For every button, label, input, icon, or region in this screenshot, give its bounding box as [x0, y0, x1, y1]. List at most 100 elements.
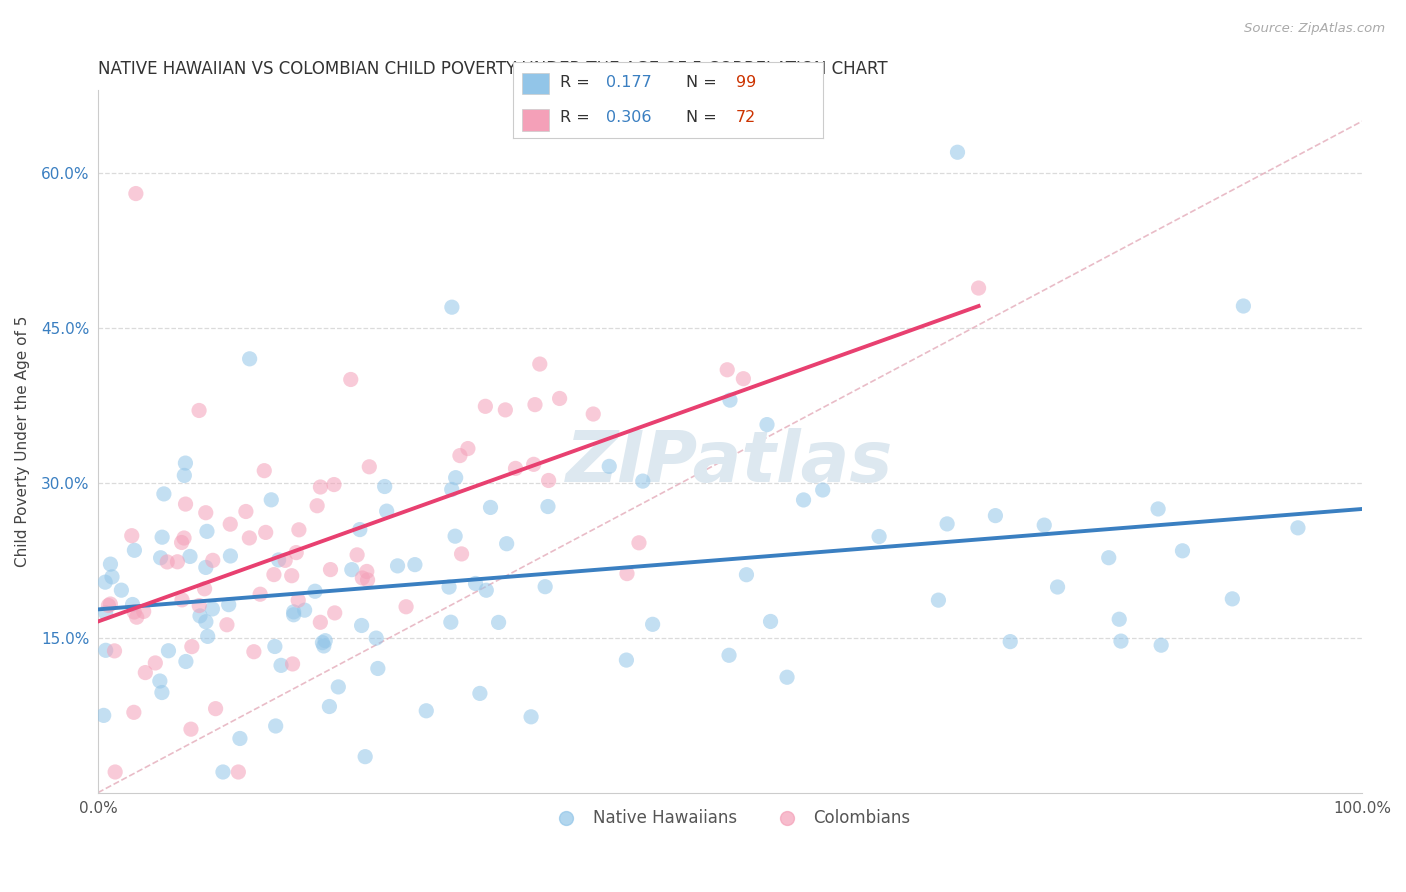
Point: [367, 661, 389, 675]
Point: [104, 764, 127, 779]
Point: [523, 458, 546, 472]
Text: R =: R =: [560, 111, 595, 125]
Point: [173, 468, 195, 483]
Point: [311, 635, 333, 649]
Point: [264, 719, 287, 733]
Point: [219, 549, 242, 563]
Point: [627, 536, 650, 550]
Point: [287, 593, 309, 607]
Point: [395, 599, 418, 614]
Point: [1232, 299, 1254, 313]
Point: [194, 506, 217, 520]
Point: [188, 599, 211, 613]
Text: 99: 99: [735, 76, 756, 90]
Point: [616, 566, 638, 581]
Point: [110, 583, 132, 598]
Point: [180, 722, 202, 736]
Point: [174, 456, 197, 470]
Point: [94, 575, 117, 590]
Point: [254, 525, 277, 540]
Point: [157, 644, 180, 658]
Point: [328, 680, 350, 694]
Point: [927, 593, 949, 607]
Point: [756, 417, 779, 432]
Point: [718, 648, 741, 663]
Point: [94, 643, 117, 657]
Point: [143, 656, 166, 670]
Point: [294, 603, 316, 617]
Point: [475, 583, 498, 598]
Point: [173, 531, 195, 545]
Point: [1171, 543, 1194, 558]
Point: [1000, 634, 1022, 648]
Text: NATIVE HAWAIIAN VS COLOMBIAN CHILD POVERTY UNDER THE AGE OF 5 CORRELATION CHART: NATIVE HAWAIIAN VS COLOMBIAN CHILD POVER…: [98, 60, 887, 78]
Point: [156, 555, 179, 569]
Point: [201, 602, 224, 616]
Point: [194, 615, 217, 629]
Point: [179, 549, 201, 564]
Point: [967, 281, 990, 295]
Point: [1046, 580, 1069, 594]
Point: [340, 563, 363, 577]
Point: [149, 673, 172, 688]
Point: [474, 400, 496, 414]
Point: [283, 605, 305, 619]
Point: [520, 710, 543, 724]
Point: [94, 606, 117, 620]
Text: R =: R =: [560, 76, 595, 90]
Point: [759, 615, 782, 629]
Point: [1098, 550, 1121, 565]
Point: [149, 550, 172, 565]
Point: [488, 615, 510, 630]
Point: [946, 145, 969, 160]
Point: [349, 523, 371, 537]
Point: [716, 363, 738, 377]
Point: [101, 570, 124, 584]
Point: [350, 618, 373, 632]
Point: [309, 615, 332, 630]
Point: [375, 504, 398, 518]
Point: [270, 658, 292, 673]
Point: [132, 604, 155, 618]
Point: [793, 492, 815, 507]
Text: 72: 72: [735, 111, 756, 125]
Point: [323, 606, 346, 620]
Point: [125, 186, 148, 201]
Point: [97, 599, 120, 613]
Point: [437, 580, 460, 594]
Point: [235, 504, 257, 518]
Point: [641, 617, 664, 632]
Point: [1286, 521, 1309, 535]
Point: [339, 372, 361, 386]
Point: [100, 557, 122, 571]
Point: [93, 708, 115, 723]
Point: [479, 500, 502, 515]
Point: [219, 517, 242, 532]
Point: [582, 407, 605, 421]
Point: [356, 573, 378, 587]
Point: [134, 665, 156, 680]
Point: [440, 300, 463, 314]
Point: [274, 553, 297, 567]
Point: [197, 629, 219, 643]
Point: [495, 537, 517, 551]
Point: [523, 398, 546, 412]
Point: [1109, 634, 1132, 648]
Text: N =: N =: [686, 111, 723, 125]
Point: [243, 645, 266, 659]
Point: [464, 576, 486, 591]
Point: [280, 568, 302, 582]
Point: [404, 558, 426, 572]
Point: [153, 487, 176, 501]
Point: [122, 706, 145, 720]
Point: [984, 508, 1007, 523]
Point: [936, 516, 959, 531]
Text: Source: ZipAtlas.com: Source: ZipAtlas.com: [1244, 22, 1385, 36]
Point: [1150, 638, 1173, 652]
Point: [122, 605, 145, 619]
Point: [263, 567, 285, 582]
Point: [359, 459, 381, 474]
Point: [1220, 591, 1243, 606]
Text: N =: N =: [686, 76, 723, 90]
Point: [174, 655, 197, 669]
